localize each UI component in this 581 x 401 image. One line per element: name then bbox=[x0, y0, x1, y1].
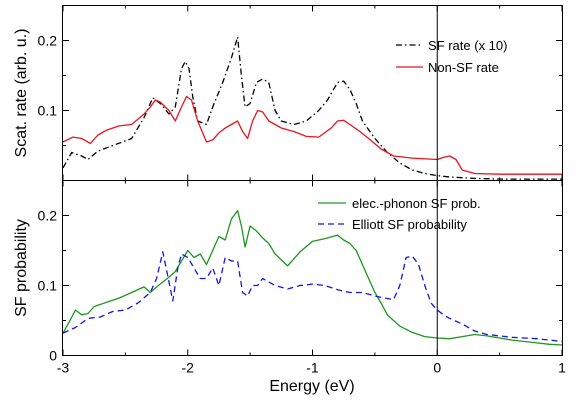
top-panel-series bbox=[62, 36, 562, 180]
bottom-y-axis-label: SF probability bbox=[13, 219, 30, 317]
x-tick-label: 1 bbox=[558, 360, 566, 376]
top-panel-frame bbox=[62, 5, 563, 181]
bottom-series-line-1 bbox=[62, 251, 563, 343]
top-y-tick-label: 0.1 bbox=[38, 103, 58, 119]
x-tick-label: -2 bbox=[182, 360, 195, 376]
top-legend: SF rate (x 10) Non-SF rate bbox=[396, 38, 507, 75]
x-tick-label: -1 bbox=[306, 360, 319, 376]
x-tick-label: 0 bbox=[433, 360, 441, 376]
x-axis-label: Energy (eV) bbox=[269, 378, 354, 395]
legend-label-elliott: Elliott SF probability bbox=[352, 217, 467, 232]
bottom-series-line-0 bbox=[62, 209, 563, 346]
legend-label-sf-rate: SF rate (x 10) bbox=[428, 38, 507, 53]
bottom-panel-ticks: 0 0.1 0.2 -3 -2 -1 0 1 bbox=[38, 180, 566, 376]
bottom-y-tick-label: 0 bbox=[49, 348, 57, 364]
bottom-y-tick-label: 0.2 bbox=[38, 208, 58, 224]
bottom-panel-series bbox=[62, 209, 563, 346]
top-panel-ticks: 0.1 0.2 bbox=[38, 5, 563, 181]
x-tick-label: -3 bbox=[57, 360, 70, 376]
top-series-line-0 bbox=[62, 36, 562, 180]
top-series-line-1 bbox=[62, 95, 562, 175]
top-y-tick-label: 0.2 bbox=[38, 33, 58, 49]
legend-label-elec-phonon: elec.-phonon SF prob. bbox=[352, 196, 481, 211]
bottom-legend: elec.-phonon SF prob. Elliott SF probabi… bbox=[318, 196, 481, 232]
top-y-axis-label: Scat. rate (arb. u.) bbox=[13, 29, 30, 158]
legend-label-non-sf-rate: Non-SF rate bbox=[428, 60, 499, 75]
bottom-panel-frame bbox=[62, 180, 563, 356]
bottom-y-tick-label: 0.1 bbox=[38, 278, 58, 294]
